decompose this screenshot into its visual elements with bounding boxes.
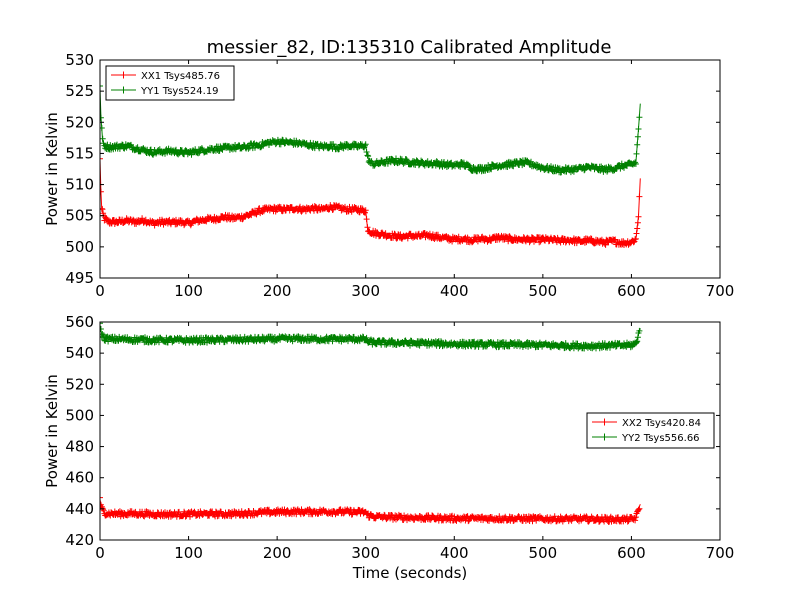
- x-tick-label: 500: [529, 282, 558, 300]
- x-axis-label: Time (seconds): [352, 564, 468, 582]
- x-tick-label: 0: [95, 544, 105, 562]
- plot-area: [100, 322, 643, 525]
- y-tick-label: 510: [65, 176, 94, 194]
- x-tick-label: 400: [440, 544, 469, 562]
- top-plot: 0 100 200 300 400 500 600 700 495 500 505 510 515 520…: [43, 51, 734, 300]
- series-markers-1: [100, 494, 643, 525]
- y-axis-label: Power in Kelvin: [43, 374, 61, 488]
- legend-marker: [601, 418, 608, 426]
- y-tick-label: 530: [65, 51, 94, 69]
- legend-marker: [601, 433, 608, 441]
- legend-label: XX1 Tsys485.76: [141, 71, 220, 82]
- x-tick-label: 300: [351, 544, 380, 562]
- x-tick-label: 100: [174, 544, 203, 562]
- x-tick-label: 200: [263, 282, 292, 300]
- y-tick-label: 520: [65, 375, 94, 393]
- x-tick-label: 500: [529, 544, 558, 562]
- y-tick-label: 520: [65, 113, 94, 131]
- y-tick-label: 480: [65, 438, 94, 456]
- x-tick-label: 100: [174, 282, 203, 300]
- x-tick-label: 600: [617, 282, 646, 300]
- series-markers-2: [100, 83, 643, 176]
- legend-label: YY1 Tsys524.19: [140, 86, 219, 97]
- x-tick-label: 700: [706, 282, 735, 300]
- x-tick-label: 600: [617, 544, 646, 562]
- plot-area: [100, 83, 643, 248]
- legend-marker: [120, 86, 127, 94]
- chart-title: messier_82, ID:135310 Calibrated Amplitu…: [207, 37, 612, 58]
- y-tick-label: 525: [65, 82, 94, 100]
- series-markers-1: [100, 155, 643, 248]
- y-tick-label: 460: [65, 469, 94, 487]
- legend-box: [586, 412, 715, 449]
- x-tick-label: 200: [263, 544, 292, 562]
- y-tick-label: 500: [65, 238, 94, 256]
- y-tick-label: 500: [65, 406, 94, 424]
- y-tick-label: 515: [65, 144, 94, 162]
- y-tick-label: 495: [65, 269, 94, 287]
- x-tick-label: 0: [95, 282, 105, 300]
- bottom-plot: 0 100 200 300 400 500 600 700 420 440 460 480 500 520…: [43, 313, 734, 582]
- x-tick-label: 300: [351, 282, 380, 300]
- legend: XX1 Tsys485.76 YY1 Tsys524.19: [105, 65, 235, 101]
- axes-frame: [99, 321, 721, 541]
- y-tick-label: 420: [65, 531, 94, 549]
- x-tick-label: 400: [440, 282, 469, 300]
- y-tick-label: 540: [65, 344, 94, 362]
- y-tick-label: 560: [65, 313, 94, 331]
- legend-label: YY2 Tsys556.66: [621, 433, 700, 444]
- legend-marker: [120, 71, 127, 79]
- x-tick-label: 700: [706, 544, 735, 562]
- axes-frame: [99, 59, 721, 279]
- legend-label: XX2 Tsys420.84: [622, 418, 701, 429]
- series-markers-2: [100, 322, 643, 352]
- legend-box: [105, 65, 235, 101]
- legend: XX2 Tsys420.84 YY2 Tsys556.66: [586, 412, 715, 449]
- y-tick-label: 440: [65, 500, 94, 518]
- y-axis-label: Power in Kelvin: [43, 112, 61, 226]
- y-tick-label: 505: [65, 207, 94, 225]
